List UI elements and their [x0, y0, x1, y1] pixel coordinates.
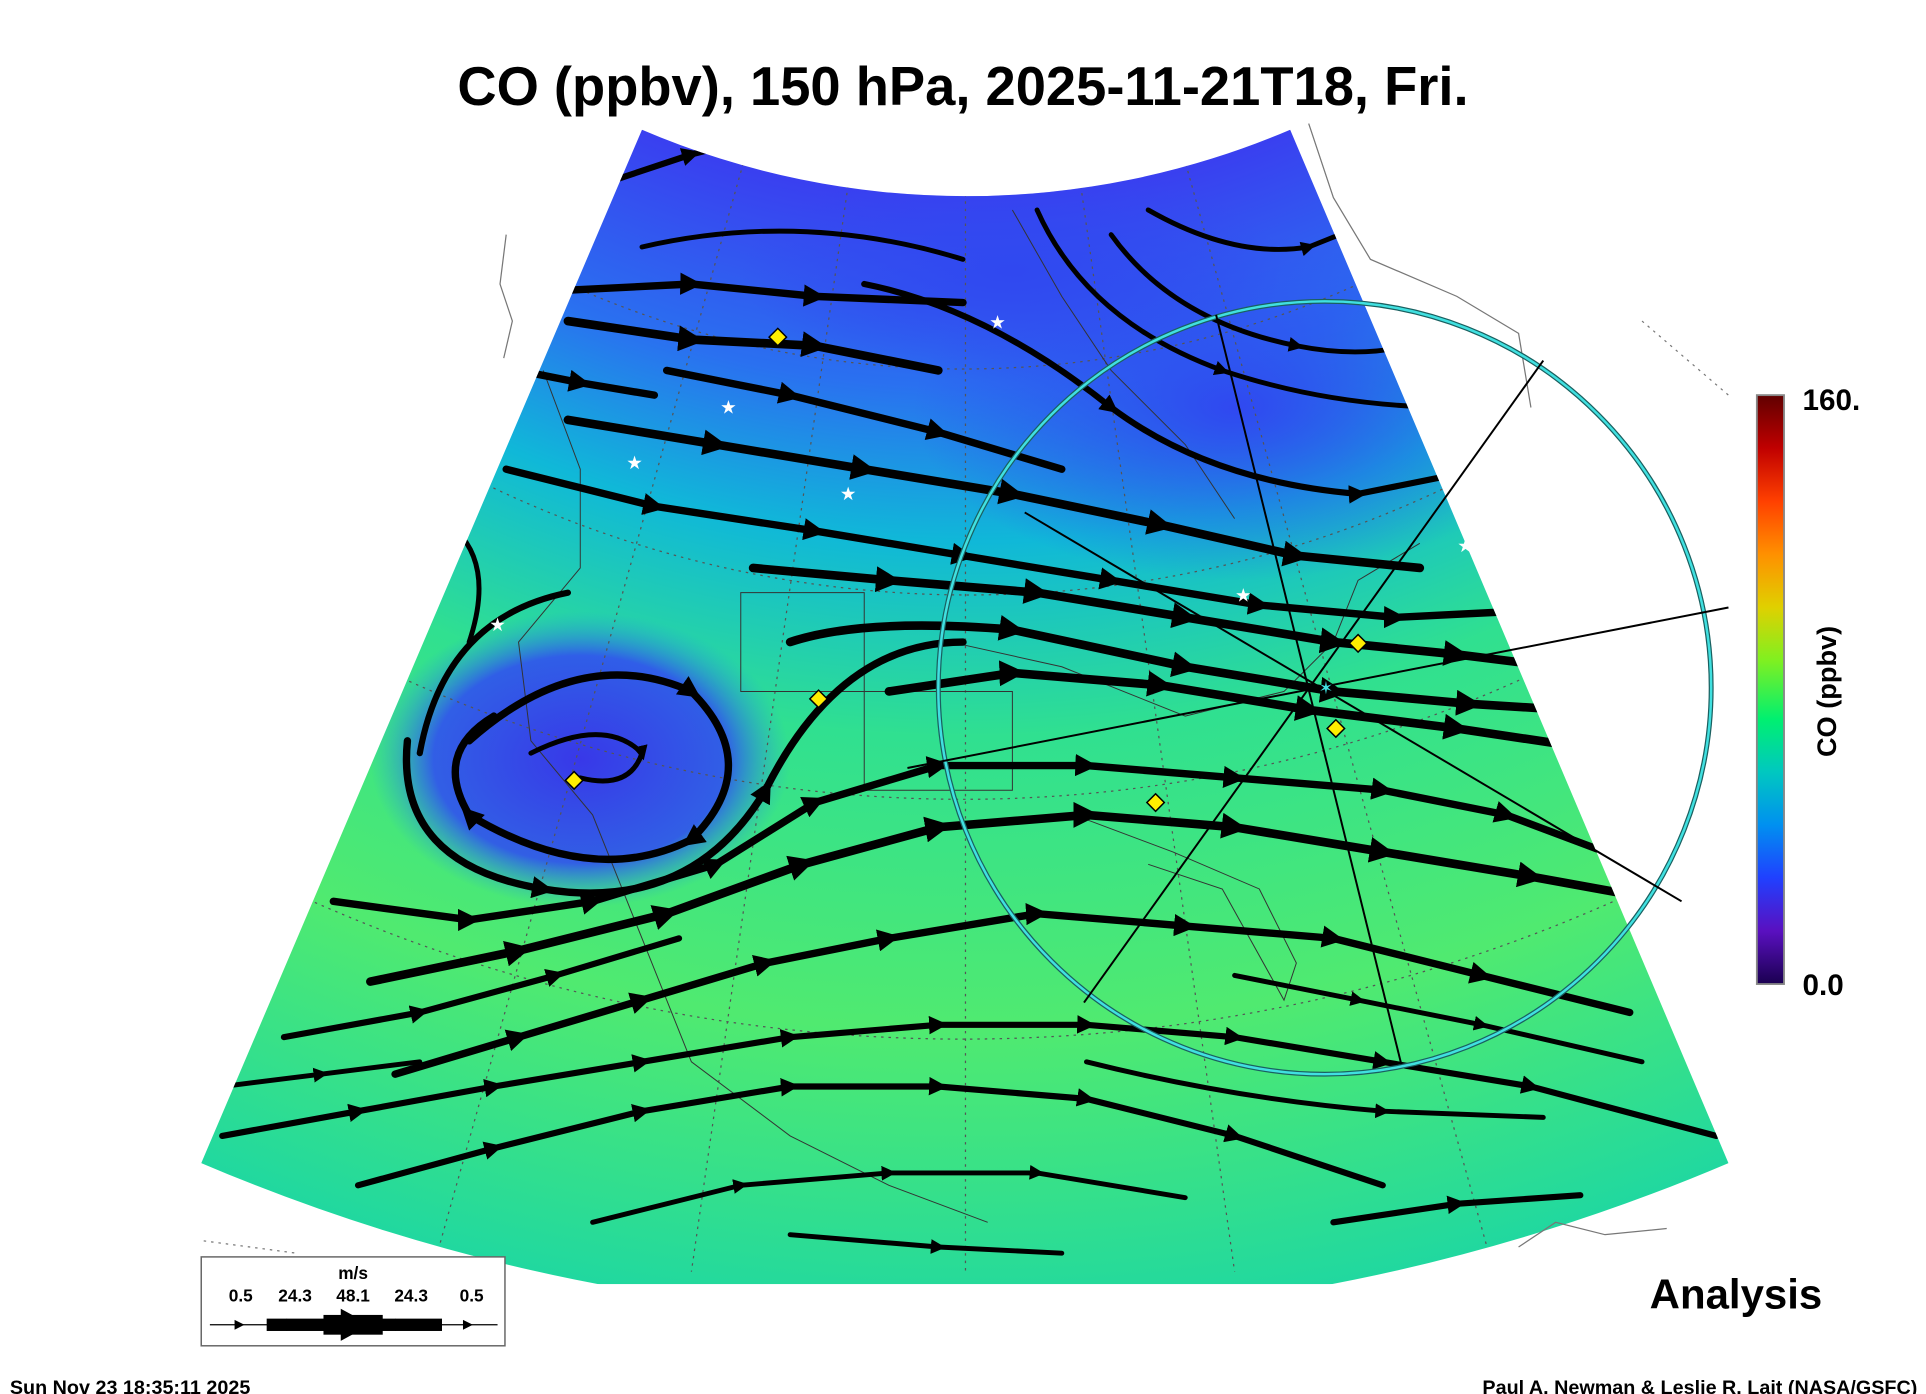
- colorbar-title: CO (ppbv): [1811, 626, 1842, 757]
- star-icon: ★: [720, 397, 737, 418]
- center-star-icon: ✶: [1319, 678, 1333, 698]
- wind-streamlines: [219, 132, 1720, 1256]
- footer-credit: Paul A. Newman & Leslie R. Lait (NASA/GS…: [1482, 1377, 1917, 1394]
- star-icon: ★: [989, 311, 1006, 332]
- flight-track-lines: [907, 314, 1729, 1065]
- wind-legend: m/s 0.5 24.3 48.1 24.3 0.5: [200, 1256, 506, 1347]
- star-icon: ★: [1457, 535, 1474, 556]
- diamond-marker-icon: [1348, 633, 1368, 654]
- outer-coastlines: [203, 123, 1729, 1254]
- footer-timestamp: Sun Nov 23 18:35:11 2025: [10, 1377, 250, 1394]
- colorbar-scale: [1755, 394, 1785, 985]
- diamond-marker-icon: [808, 689, 829, 709]
- diamond-marker-icon: [1326, 718, 1346, 739]
- star-icon: ★: [489, 614, 506, 635]
- panel-label: Analysis: [1650, 1271, 1823, 1318]
- co-field: [201, 129, 1729, 1285]
- colorbar-max-label: 160.: [1803, 384, 1861, 417]
- diamond-marker-icon: [768, 327, 788, 347]
- wind-legend-value: 0.5: [460, 1285, 484, 1305]
- plot-title: CO (ppbv), 150 hPa, 2025-11-21T18, Fri.: [457, 56, 1468, 117]
- wind-legend-unit: m/s: [338, 1263, 368, 1283]
- station-markers: [564, 327, 1368, 813]
- flight-range-ring: ✶: [907, 298, 1729, 1077]
- star-markers: ★ ★ ★ ★ ★ ★ ★: [489, 311, 1474, 634]
- star-icon: ★: [1235, 584, 1252, 605]
- star-icon: ★: [840, 483, 857, 504]
- colorbar-min-label: 0.0: [1803, 969, 1844, 1002]
- wind-legend-value: 24.3: [278, 1285, 312, 1305]
- wind-legend-value: 24.3: [394, 1285, 428, 1305]
- wind-legend-value: 0.5: [229, 1285, 253, 1305]
- star-icon: ★: [626, 452, 643, 473]
- diamond-marker-icon: [564, 770, 584, 791]
- wind-legend-value: 48.1: [336, 1285, 370, 1305]
- colorbar: 160. 0.0 CO (ppbv): [1755, 384, 1861, 1002]
- diamond-marker-icon: [1145, 792, 1166, 813]
